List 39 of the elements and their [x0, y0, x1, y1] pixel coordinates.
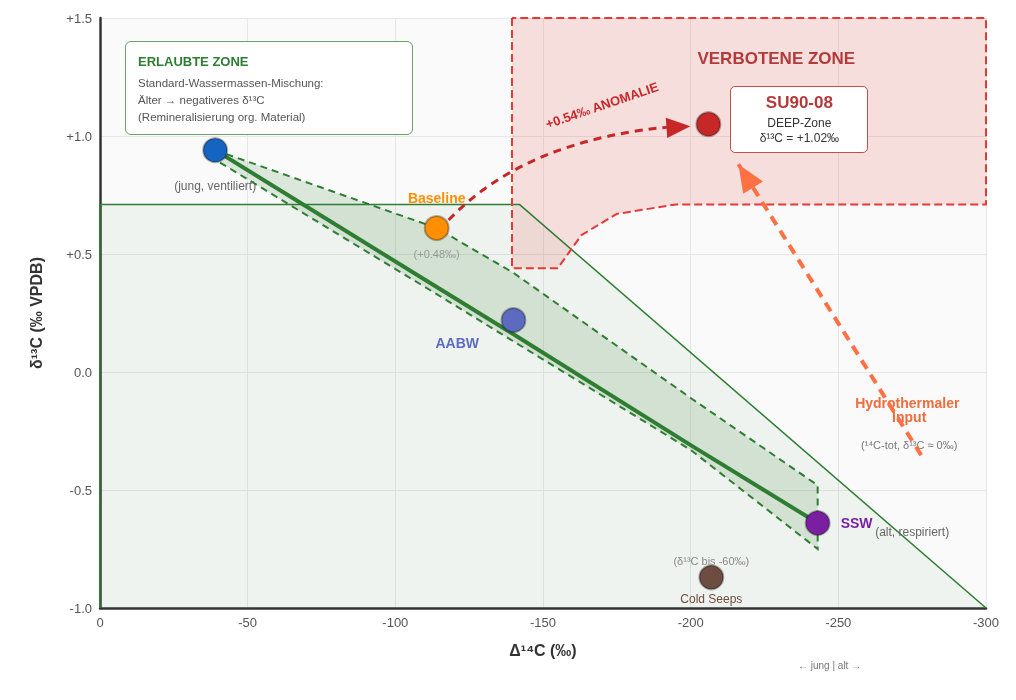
annotation: Älter → negativeres δ¹³C — [138, 93, 266, 108]
series-label: Cold Seeps — [680, 592, 743, 607]
point — [695, 111, 722, 138]
annotation: (Remineralisierung org. Material) — [138, 110, 307, 125]
point — [500, 307, 527, 334]
text-box: SU90-08 DEEP-Zone δ¹³C = +1.02‰ — [730, 86, 869, 154]
annotation: (+0.48‰) — [413, 248, 460, 260]
x-axis-title: Δ¹⁴C (‰) — [509, 641, 577, 659]
annotation: (jung, ventiliert) — [174, 178, 257, 193]
y-tick-label: -1.0 — [69, 600, 92, 616]
annotation: (alt, respiriert) — [875, 525, 950, 540]
annotation: (δ¹³C bis -60‰) — [673, 554, 750, 567]
annotation: Hydrothermaler Input — [855, 394, 964, 425]
annotation: (¹⁴C-tot, δ¹³C ≈ 0‰) — [861, 439, 958, 452]
y-tick-label: +1.5 — [66, 10, 92, 26]
y-axis-title: δ¹³C (‰ VPDB) — [27, 257, 45, 369]
x-tick-label: -250 — [825, 615, 852, 630]
point — [202, 137, 229, 164]
y-tick-label: +1.0 — [66, 128, 92, 144]
y-tick-label: +0.5 — [66, 246, 92, 262]
series-label: SSW — [840, 515, 874, 532]
x-tick-label: -50 — [238, 615, 258, 630]
x-tick-label: -150 — [529, 615, 557, 630]
annotation: VERBOTENE ZONE — [697, 48, 856, 68]
series-label: AABW — [435, 334, 480, 351]
text: ← jung | alt → — [798, 660, 862, 671]
x-tick-label: -200 — [677, 615, 704, 630]
point — [804, 510, 831, 537]
point — [423, 215, 450, 242]
y-tick-label: 0.0 — [73, 364, 92, 380]
x-tick-label: -300 — [972, 615, 1000, 630]
x-tick-label: 0 — [96, 615, 104, 630]
y-tick-label: -0.5 — [69, 482, 92, 498]
annotation: δ¹³C = +1.02‰ — [758, 131, 841, 147]
series-label: Baseline — [407, 190, 466, 207]
annotation: DEEP-Zone — [766, 116, 833, 132]
annotation: Standard-Wassermassen-Mischung: — [138, 76, 325, 91]
x-tick-label: -100 — [382, 615, 409, 630]
annotation: ERLAUBTE ZONE — [138, 54, 250, 69]
